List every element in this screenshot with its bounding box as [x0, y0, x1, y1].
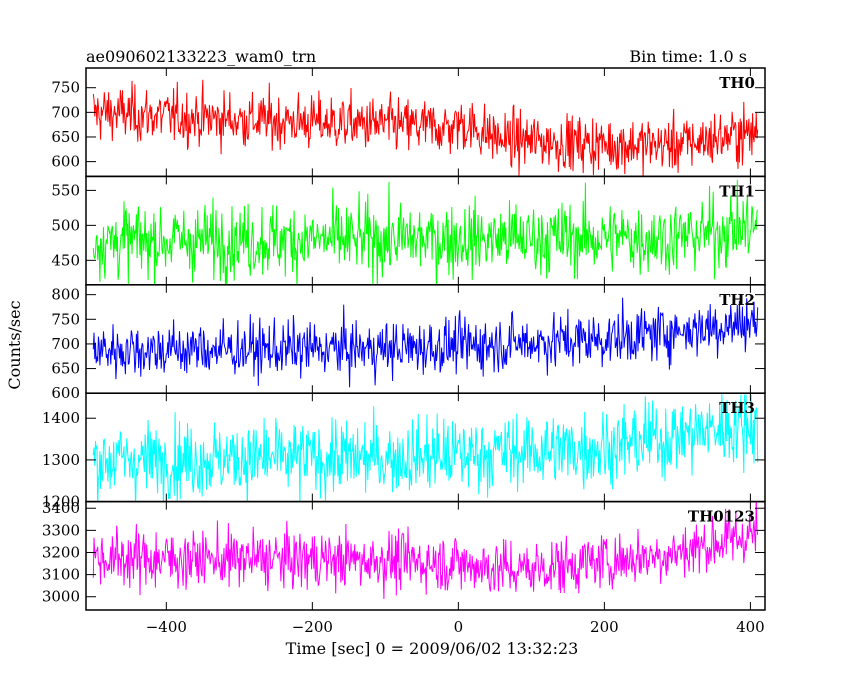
y-tick-label: 500 — [51, 216, 80, 234]
y-tick-label: 550 — [51, 181, 80, 199]
panel-frame-th0123 — [85, 500, 766, 611]
y-tick-label: 450 — [51, 251, 80, 269]
x-tick-label: −200 — [292, 618, 333, 636]
panel-label-th0: TH0 — [719, 74, 755, 92]
x-tick-label: 400 — [736, 618, 765, 636]
series-line-th2 — [92, 297, 759, 388]
y-tick-label: 750 — [51, 79, 80, 97]
panel-label-th1: TH1 — [719, 182, 755, 200]
y-tick-label: 3400 — [42, 499, 80, 517]
y-tick-label: 700 — [51, 103, 80, 121]
x-axis-label: Time [sec] 0 = 2009/06/02 13:32:23 — [286, 639, 579, 658]
y-tick-label: 650 — [51, 360, 80, 378]
bin-time-label: Bin time: 1.0 s — [629, 47, 747, 66]
y-tick-label: 700 — [51, 335, 80, 353]
y-tick-label: 1200 — [42, 493, 80, 511]
plot-title: ae090602133223_wam0_trn — [86, 47, 316, 66]
series-line-th0123 — [92, 501, 759, 600]
panel-label-th2: TH2 — [719, 291, 755, 309]
y-tick-label: 600 — [51, 153, 80, 171]
y-tick-label: 1400 — [42, 409, 80, 427]
series-line-th1 — [92, 179, 759, 285]
y-tick-label: 3000 — [42, 588, 80, 606]
panel-label-th0123: TH0123 — [688, 508, 755, 526]
y-axis-label: Counts/sec — [5, 300, 24, 389]
panels-group: 600 650 700 750 TH0 450 500 550 TH1 600 650 700 750 8… — [42, 67, 766, 636]
y-tick-label: 3100 — [42, 566, 80, 584]
y-tick-label: 600 — [51, 384, 80, 402]
series-line-th0 — [92, 79, 759, 177]
y-tick-label: 1300 — [42, 451, 80, 469]
y-tick-label: 3200 — [42, 543, 80, 561]
y-tick-label: 3300 — [42, 521, 80, 539]
x-tick-label: 200 — [590, 618, 619, 636]
y-tick-label: 650 — [51, 128, 80, 146]
x-tick-label: −400 — [146, 618, 187, 636]
panel-label-th3: TH3 — [719, 399, 755, 417]
series-line-th3 — [92, 393, 759, 502]
x-tick-label: 0 — [454, 618, 464, 636]
y-tick-label: 800 — [51, 286, 80, 304]
y-tick-label: 750 — [51, 310, 80, 328]
